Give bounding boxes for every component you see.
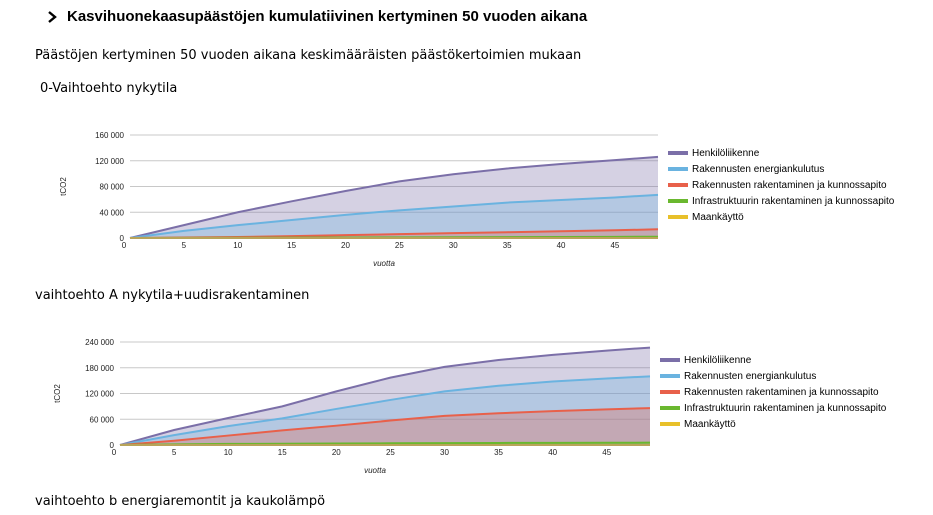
series-area <box>130 229 658 238</box>
legend-swatch <box>668 199 688 203</box>
x-tick-label: 5 <box>182 241 187 250</box>
y-axis-label: tCO2 <box>53 384 62 403</box>
x-tick-label: 0 <box>122 241 127 250</box>
x-tick-label: 45 <box>610 241 619 250</box>
x-tick-label: 25 <box>386 448 395 457</box>
y-tick-label: 240 000 <box>85 338 114 347</box>
series-line <box>129 193 659 239</box>
y-axis-label: tCO2 <box>59 177 68 196</box>
x-tick-label: 10 <box>233 241 242 250</box>
x-tick-label: 20 <box>332 448 341 457</box>
series-line <box>119 346 651 446</box>
legend-label: Rakennusten rakentaminen ja kunnossapito <box>692 180 887 191</box>
x-tick-label: 15 <box>278 448 287 457</box>
y-tick-label: 80 000 <box>100 183 125 192</box>
x-tick-label: 20 <box>341 241 350 250</box>
legend-label: Henkilöliikenne <box>692 148 760 159</box>
series-area <box>130 156 658 238</box>
series-line <box>119 375 651 446</box>
x-tick-label: 35 <box>503 241 512 250</box>
x-tick-label: 45 <box>602 448 611 457</box>
subtitle: Päästöjen kertyminen 50 vuoden aikana ke… <box>35 48 582 63</box>
emissions-chart-0: 0 40 000 80 000 120 000 160 000 0 5 10 15 20 25 30 3… <box>59 131 895 268</box>
y-tick-label: 160 000 <box>95 131 124 140</box>
y-tick-label: 60 000 <box>90 415 115 424</box>
legend-swatch <box>660 406 680 410</box>
x-tick-label: 30 <box>449 241 458 250</box>
series-area <box>120 376 650 445</box>
legend-label: Henkilöliikenne <box>684 355 752 366</box>
legend-label: Maankäyttö <box>692 212 744 223</box>
series-line <box>119 407 651 446</box>
legend-swatch <box>660 358 680 362</box>
legend-swatch <box>668 151 688 155</box>
legend-swatch <box>668 167 688 171</box>
series-area <box>120 408 650 445</box>
legend-swatch <box>668 215 688 219</box>
legend-label: Infrastruktuurin rakentaminen ja kunnoss… <box>692 196 895 207</box>
legend-label: Rakennusten energiankulutus <box>692 164 824 175</box>
legend-label: Rakennusten energiankulutus <box>684 371 816 382</box>
x-axis-label: vuotta <box>364 466 386 475</box>
page-heading: Kasvihuonekaasupäästöjen kumulatiivinen … <box>47 8 587 25</box>
series-area <box>120 347 650 445</box>
x-tick-label: 0 <box>112 448 117 457</box>
series-area <box>130 194 658 238</box>
y-tick-label: 120 000 <box>85 390 114 399</box>
legend-label: Rakennusten rakentaminen ja kunnossapito <box>684 387 879 398</box>
x-tick-label: 5 <box>172 448 177 457</box>
series-line <box>129 155 659 239</box>
x-tick-label: 10 <box>224 448 233 457</box>
x-tick-label: 30 <box>440 448 449 457</box>
x-tick-label: 40 <box>557 241 566 250</box>
y-tick-label: 40 000 <box>100 208 125 217</box>
y-tick-label: 180 000 <box>85 364 114 373</box>
y-tick-label: 0 <box>110 441 115 450</box>
y-tick-label: 120 000 <box>95 157 124 166</box>
x-tick-label: 40 <box>548 448 557 457</box>
legend-swatch <box>668 183 688 187</box>
legend-swatch <box>660 390 680 394</box>
section-title-a: vaihtoehto A nykytila+uudisrakentaminen <box>35 288 310 303</box>
chevron-right-icon <box>47 10 61 23</box>
emissions-chart-a: 0 60 000 120 000 180 000 240 000 0 5 10 15 20 25 30… <box>53 338 887 475</box>
y-tick-label: 0 <box>120 234 125 243</box>
legend-swatch <box>660 422 680 426</box>
legend-swatch <box>660 374 680 378</box>
x-tick-label: 35 <box>494 448 503 457</box>
page-heading-text: Kasvihuonekaasupäästöjen kumulatiivinen … <box>67 8 588 25</box>
x-axis-label: vuotta <box>373 259 395 268</box>
legend-label: Maankäyttö <box>684 419 736 430</box>
x-tick-label: 15 <box>287 241 296 250</box>
x-tick-label: 25 <box>395 241 404 250</box>
section-title-b: vaihtoehto b energiaremontit ja kaukoläm… <box>35 494 326 509</box>
section-title-0: 0-Vaihtoehto nykytila <box>40 81 178 96</box>
legend-label: Infrastruktuurin rakentaminen ja kunnoss… <box>684 403 887 414</box>
